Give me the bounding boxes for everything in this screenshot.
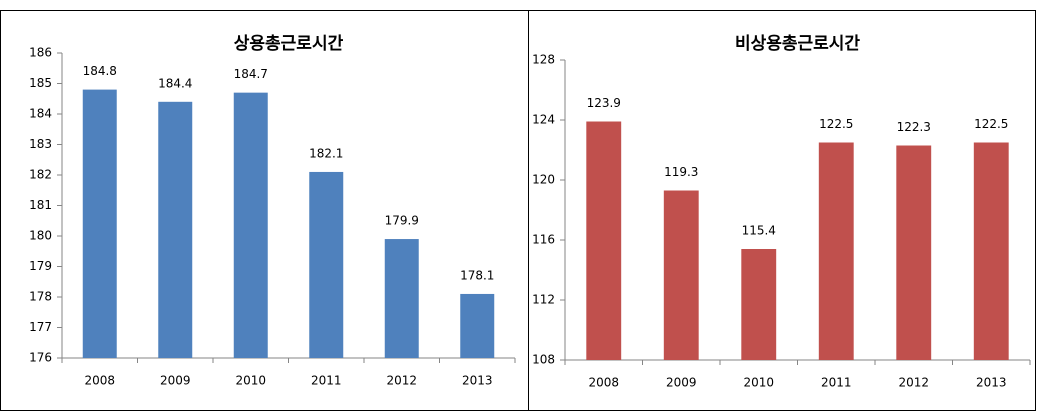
x-tick-label: 2010 [743, 376, 774, 390]
bar [82, 89, 117, 358]
y-tick-label: 178 [29, 290, 52, 304]
bar [973, 142, 1009, 360]
value-label: 179.9 [385, 214, 419, 228]
x-tick-label: 2009 [666, 376, 697, 390]
bar [384, 239, 419, 358]
bar [663, 190, 699, 360]
value-label: 122.3 [897, 120, 931, 134]
x-tick-label: 2009 [160, 374, 191, 388]
x-tick-label: 2012 [898, 376, 929, 390]
bar [233, 92, 268, 359]
value-label: 184.8 [83, 64, 117, 78]
y-tick-label: 186 [29, 46, 52, 60]
x-tick-label: 2008 [588, 376, 619, 390]
chart-title: 비상용총근로시간 [735, 34, 860, 54]
bar [818, 142, 854, 360]
value-label: 115.4 [742, 224, 776, 238]
x-tick-label: 2008 [84, 374, 115, 388]
value-label: 182.1 [309, 146, 343, 160]
x-tick-label: 2011 [821, 376, 852, 390]
frame [0, 10, 1036, 411]
bar [309, 171, 344, 358]
x-tick-label: 2012 [386, 374, 417, 388]
y-tick-label: 180 [29, 229, 52, 243]
x-tick-label: 2011 [311, 374, 342, 388]
y-tick-label: 124 [532, 113, 555, 127]
x-tick-label: 2013 [976, 376, 1007, 390]
bar [741, 249, 777, 360]
y-tick-label: 184 [29, 107, 52, 121]
value-label: 184.4 [158, 76, 192, 90]
value-label: 122.5 [974, 117, 1008, 131]
value-label: 122.5 [819, 117, 853, 131]
value-label: 123.9 [587, 96, 621, 110]
bar [586, 121, 622, 360]
x-tick-label: 2013 [462, 374, 493, 388]
y-tick-label: 179 [29, 259, 52, 273]
y-tick-label: 185 [29, 76, 52, 90]
bar [896, 145, 932, 360]
y-tick-label: 181 [29, 198, 52, 212]
y-tick-label: 182 [29, 168, 52, 182]
value-label: 184.7 [234, 67, 268, 81]
y-tick-label: 120 [532, 173, 555, 187]
value-label: 119.3 [664, 165, 698, 179]
bar [158, 101, 193, 359]
y-tick-label: 176 [29, 351, 52, 365]
y-tick-label: 108 [532, 353, 555, 367]
bar [460, 293, 495, 358]
y-tick-label: 177 [29, 320, 52, 334]
y-tick-label: 112 [532, 293, 555, 307]
chart-title: 상용총근로시간 [234, 34, 344, 54]
y-tick-label: 116 [532, 233, 555, 247]
y-tick-label: 128 [532, 53, 555, 67]
y-tick-label: 183 [29, 137, 52, 151]
value-label: 178.1 [460, 268, 494, 282]
x-tick-label: 2010 [235, 374, 266, 388]
